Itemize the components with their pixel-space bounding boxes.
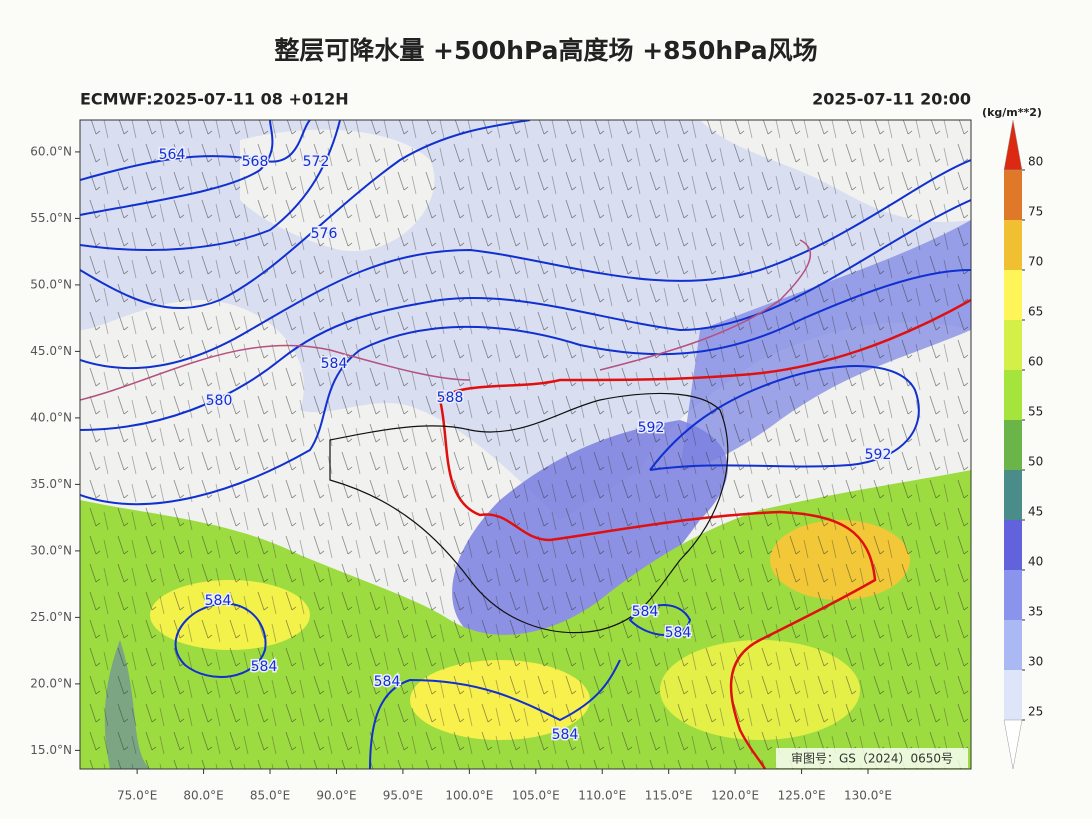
subtitle-right: 2025-07-11 20:00 [812, 90, 971, 109]
contour-label: 584 [552, 727, 579, 743]
colorbar-tick-label: 70 [1028, 255, 1043, 269]
lat-tick-label: 20.0°N [30, 676, 72, 690]
lon-tick-label: 105.0°E [512, 789, 560, 803]
colorbar-tick-label: 60 [1028, 355, 1043, 369]
contour-588-south [438, 399, 877, 769]
colorbar-segment [1004, 520, 1022, 570]
lat-tick-label: 15.0°N [30, 743, 72, 757]
contour-label: 584 [665, 625, 692, 641]
lat-tick-label: 30.0°N [30, 543, 72, 557]
colorbar-tick-label: 65 [1028, 305, 1043, 319]
credit-box [776, 748, 968, 768]
colorbar: 25 30 35 40 45 50 55 60 65 70 75 80 [1003, 119, 1043, 770]
contour-label: 564 [159, 147, 186, 163]
colorbar-tick-label: 25 [1028, 705, 1043, 719]
contour-label: 584 [632, 604, 659, 620]
colorbar-tick-label: 30 [1028, 655, 1043, 669]
colorbar-segment [1004, 270, 1022, 320]
colorbar-tick-label: 80 [1028, 155, 1043, 169]
map-area [80, 120, 971, 769]
lon-tick-label: 130.0°E [844, 789, 892, 803]
colorbar-segment [1004, 620, 1022, 670]
colorbar-tick-label: 55 [1028, 405, 1043, 419]
lat-tick-label: 60.0°N [30, 144, 72, 158]
colorbar-over [1003, 119, 1023, 171]
lat-tick-label: 55.0°N [30, 211, 72, 225]
contour-label: 568 [242, 154, 269, 170]
colorbar-tick-label: 45 [1028, 505, 1043, 519]
colorbar-segment [1004, 420, 1022, 470]
lon-tick-label: 120.0°E [711, 789, 759, 803]
colorbar-tick-label: 35 [1028, 605, 1043, 619]
lon-tick-label: 100.0°E [445, 789, 493, 803]
lon-tick-label: 110.0°E [578, 789, 626, 803]
contour-label: 580 [206, 393, 233, 409]
height-contours [80, 120, 971, 769]
lon-tick-label: 125.0°E [778, 789, 826, 803]
lon-tick-label: 90.0°E [316, 789, 356, 803]
lon-tick-label: 80.0°E [183, 789, 223, 803]
colorbar-segment [1004, 670, 1022, 720]
contour-label: 592 [865, 447, 892, 463]
lat-tick-label: 35.0°N [30, 477, 72, 491]
contour-label: 584 [321, 356, 348, 372]
contour-588 [439, 298, 971, 401]
colorbar-tick-label: 50 [1028, 455, 1043, 469]
lon-tick-label: 115.0°E [645, 789, 693, 803]
colorbar-segment [1004, 320, 1022, 370]
map-frame [79, 119, 972, 770]
subtitle-left: ECMWF:2025-07-11 08 +012H [80, 90, 349, 109]
colorbar-segment [1004, 470, 1022, 520]
colorbar-segment [1004, 220, 1022, 270]
wind-barbs [80, 120, 971, 769]
colorbar-segment [1004, 370, 1022, 420]
lon-tick-label: 95.0°E [383, 789, 423, 803]
lat-tick-label: 50.0°N [30, 277, 72, 291]
contour-label: 584 [251, 659, 278, 675]
colorbar-tick-label: 75 [1028, 205, 1043, 219]
contour-label: 572 [303, 154, 330, 170]
contour-label: 592 [638, 420, 665, 436]
contour-label: 584 [374, 674, 401, 690]
colorbar-unit: (kg/m**2) [982, 106, 1042, 119]
contour-label: 588 [437, 390, 464, 406]
lon-tick-label: 75.0°E [117, 789, 157, 803]
lon-tick-label: 85.0°E [250, 789, 290, 803]
lat-tick-label: 25.0°N [30, 610, 72, 624]
lat-tick-label: 45.0°N [30, 344, 72, 358]
colorbar-tick-label: 40 [1028, 555, 1043, 569]
china-boundaries [329, 392, 729, 634]
contour-label: 576 [311, 226, 338, 242]
country-borders [80, 239, 811, 401]
title: 整层可降水量 +500hPa高度场 +850hPa风场 [274, 36, 817, 65]
credit: 审图号：GS（2024）0650号 [791, 751, 953, 766]
colorbar-under [1003, 719, 1023, 770]
contour-label: 584 [205, 593, 232, 609]
lat-tick-label: 40.0°N [30, 410, 72, 424]
colorbar-segment [1004, 170, 1022, 220]
colorbar-segment [1004, 570, 1022, 620]
